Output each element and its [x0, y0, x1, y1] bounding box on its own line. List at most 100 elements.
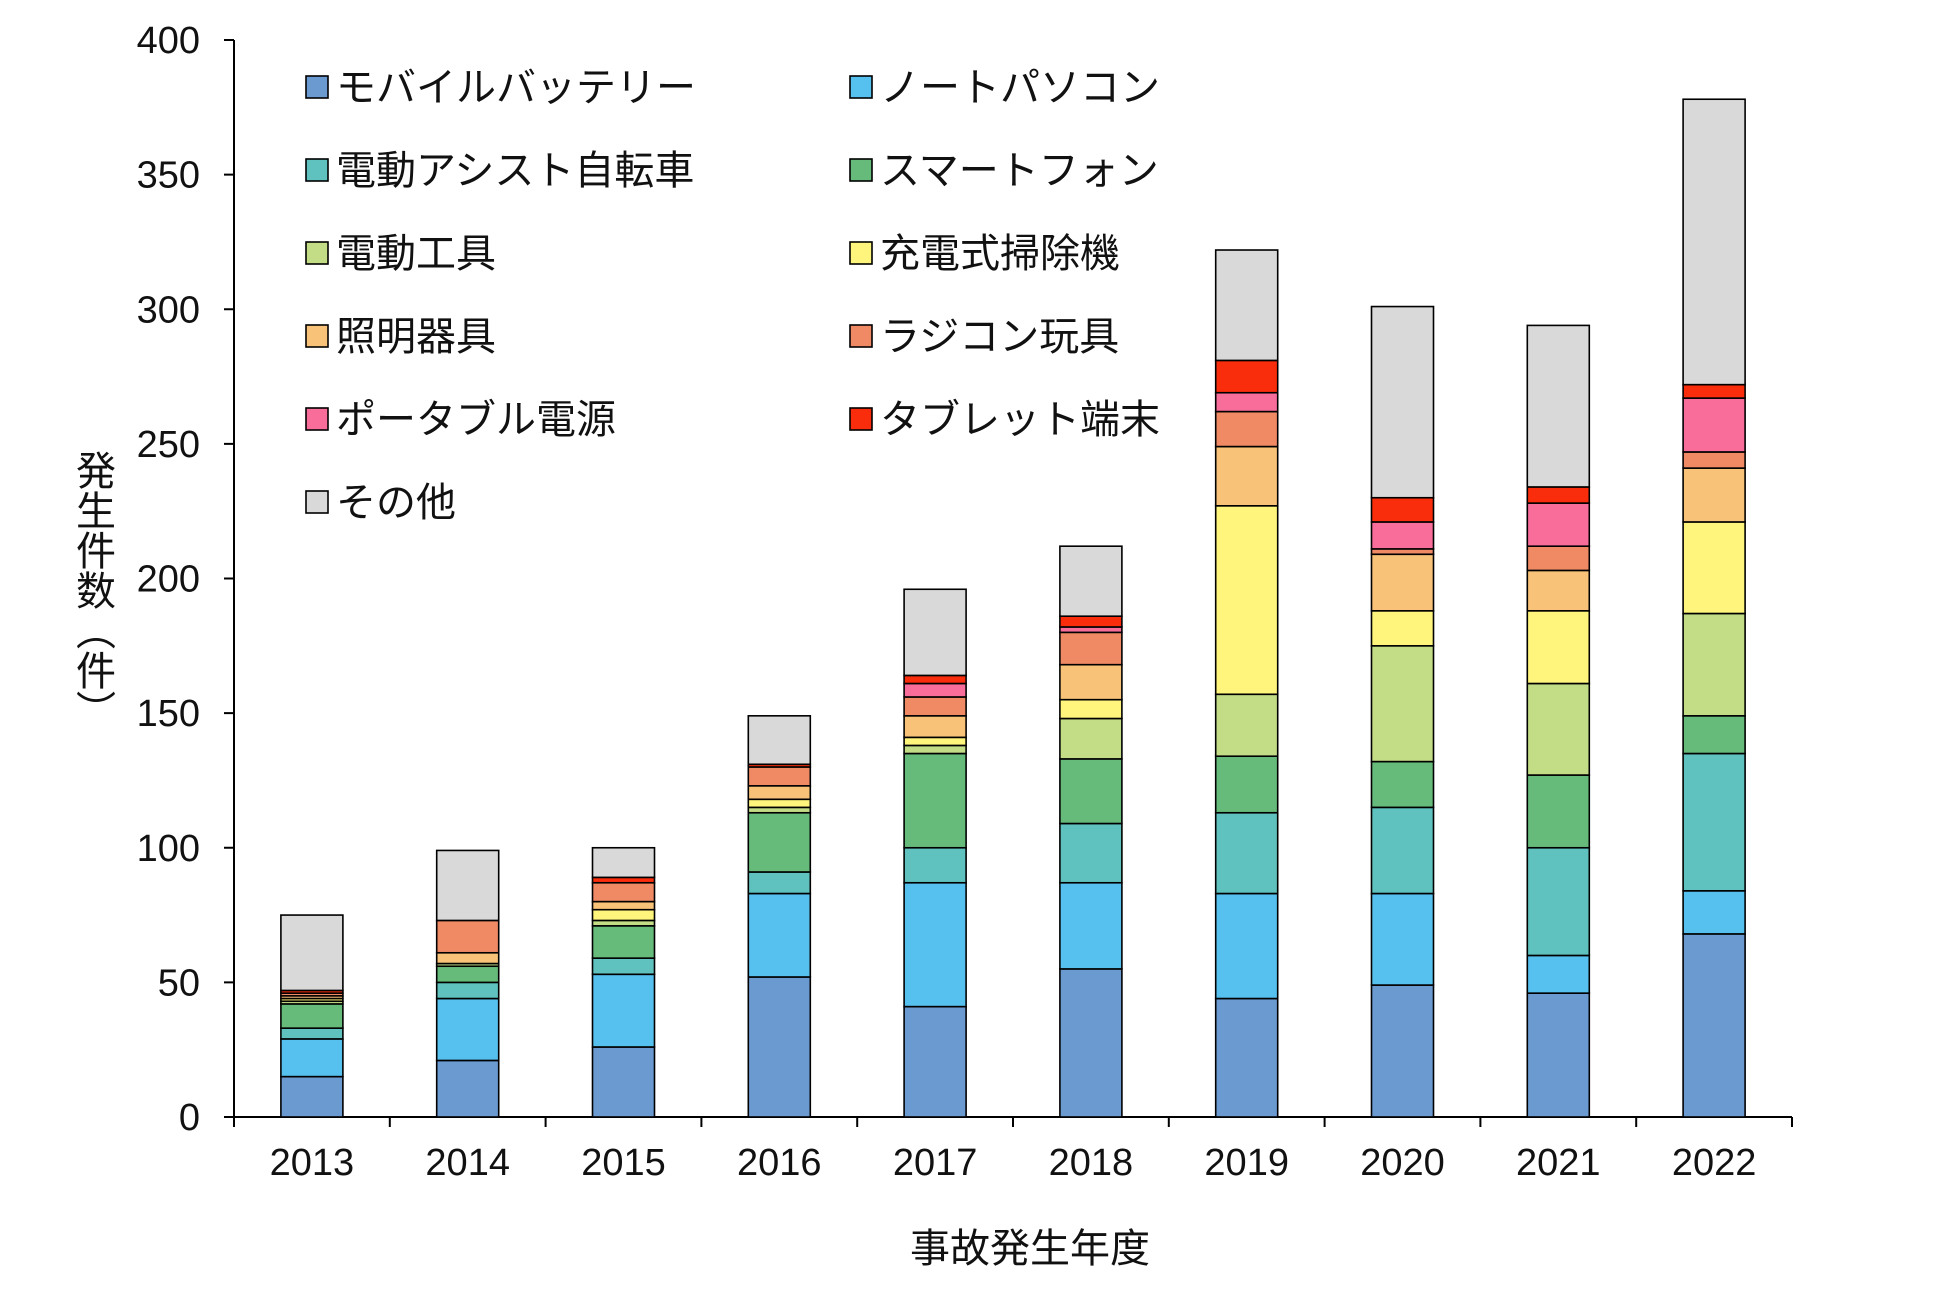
bar-segment-2016: [747, 871, 812, 895]
bar-segment-2013: [280, 1027, 344, 1040]
bar-segment-2018: [1059, 545, 1123, 617]
x-tick-label: 2018: [1049, 1142, 1134, 1184]
bar-segment-2016: [747, 715, 812, 766]
bar-segment-2015: [591, 908, 656, 922]
legend-label: スマートフォン: [880, 148, 1159, 194]
bar-segment-2021: [1526, 486, 1591, 504]
legend-swatch: [849, 75, 873, 99]
x-ticks: 2013 2014 2015 2016 2017 2018 2019 2020 2021 2022: [233, 1117, 1793, 1184]
legend-swatch: [849, 407, 873, 431]
bar-segment-2017: [903, 696, 967, 717]
bar-segment-2017: [903, 846, 967, 884]
bar-segment-2022: [1682, 752, 1746, 892]
legend-swatch: [305, 324, 329, 348]
bar-segment-2015: [591, 957, 656, 976]
bar-segment-2021: [1526, 324, 1591, 488]
bar-segment-2017: [903, 682, 967, 698]
bar-segment-2015: [591, 973, 656, 1048]
bar-segment-2022: [1682, 451, 1746, 469]
bar-segment-2016: [747, 892, 812, 978]
y-tick-label: 400: [137, 20, 200, 62]
legend-label: その他: [336, 480, 456, 526]
bar-segment-2013: [280, 1038, 344, 1078]
bar-segment-2014: [435, 1059, 500, 1118]
legend-swatch: [849, 158, 873, 182]
bar-segment-2014: [435, 965, 500, 984]
bar-segment-2014: [435, 919, 500, 954]
legend-label: 電動アシスト自転車: [336, 148, 694, 194]
y-tick-label: 100: [137, 828, 200, 870]
bar-segment-2019: [1214, 892, 1279, 1000]
bar-segment-2019: [1214, 359, 1279, 394]
bar-segment-2014: [435, 981, 500, 1000]
bar-segment-2020: [1370, 806, 1435, 895]
bar-segment-2019: [1214, 755, 1279, 814]
y-tick-label: 250: [137, 424, 200, 466]
bar-segment-2020: [1370, 521, 1435, 550]
legend-label: 充電式掃除機: [880, 231, 1120, 277]
x-tick-label: 2015: [581, 1142, 666, 1184]
bar-segment-2020: [1370, 645, 1435, 763]
bar-segment-2021: [1526, 992, 1591, 1118]
bar-segment-2016: [747, 766, 812, 787]
x-tick-label: 2020: [1360, 1142, 1445, 1184]
y-tick-label: 300: [137, 289, 200, 331]
bar-segment-2020: [1370, 496, 1435, 523]
bar-segment-2022: [1682, 397, 1746, 453]
legend-label: モバイルバッテリー: [336, 65, 696, 111]
bar-segment-2021: [1526, 545, 1591, 572]
legend-label: タブレット端末: [880, 397, 1160, 443]
legend-swatch: [305, 75, 329, 99]
x-tick-label: 2021: [1516, 1142, 1601, 1184]
bar-segment-2018: [1059, 968, 1123, 1118]
legend-swatch: [305, 407, 329, 431]
bar-segment-2019: [1214, 391, 1279, 413]
bar-segment-2016: [747, 798, 812, 809]
bar-segment-2017: [903, 1005, 967, 1118]
bar-segment-2019: [1214, 445, 1279, 507]
bar-segment-2018: [1059, 631, 1123, 666]
legend-swatch: [305, 490, 329, 514]
bar-segment-2017: [903, 736, 967, 747]
bar-segment-2022: [1682, 467, 1746, 523]
bar-segment-2014: [435, 849, 500, 922]
legend-label: 照明器具: [336, 314, 496, 360]
bar-segment-2022: [1682, 383, 1746, 399]
bar-segment-2022: [1682, 98, 1746, 386]
x-tick-label: 2014: [425, 1142, 510, 1184]
bar-segment-2016: [747, 785, 812, 801]
bar-segment-2019: [1214, 505, 1279, 696]
legend-swatch: [305, 158, 329, 182]
bar-segment-2019: [1214, 693, 1279, 758]
bar-segment-2015: [591, 925, 656, 959]
bar-segment-2022: [1682, 933, 1746, 1118]
bar-segment-2021: [1526, 502, 1591, 547]
legend-swatch: [849, 324, 873, 348]
bar-segment-2013: [280, 914, 344, 992]
bar-segment-2019: [1214, 410, 1279, 448]
bar-segment-2015: [591, 900, 656, 911]
bar-segment-2017: [903, 715, 967, 739]
bar-segment-2017: [903, 674, 967, 685]
legend-swatch: [849, 241, 873, 265]
bar-segment-2021: [1526, 846, 1591, 957]
bar-segment-2018: [1059, 626, 1123, 634]
y-ticks: 0 50 100 150 200 250 300 350 400: [137, 20, 234, 1139]
y-axis-title: 発生件数（件）: [69, 450, 116, 730]
bar-segment-2018: [1059, 615, 1123, 628]
bar-segment-2020: [1370, 553, 1435, 612]
bar-segment-2019: [1214, 811, 1279, 895]
bar-segment-2018: [1059, 822, 1123, 884]
bar-segment-2021: [1526, 610, 1591, 685]
y-tick-label: 50: [158, 962, 200, 1004]
bar-segment-2022: [1682, 521, 1746, 615]
bar-segment-2018: [1059, 758, 1123, 825]
bar-segment-2017: [903, 588, 967, 677]
bar-segment-2021: [1526, 954, 1591, 994]
bar-segment-2017: [903, 744, 967, 755]
bar-segment-2015: [591, 919, 656, 927]
y-tick-label: 0: [179, 1097, 200, 1139]
y-tick-label: 150: [137, 693, 200, 735]
